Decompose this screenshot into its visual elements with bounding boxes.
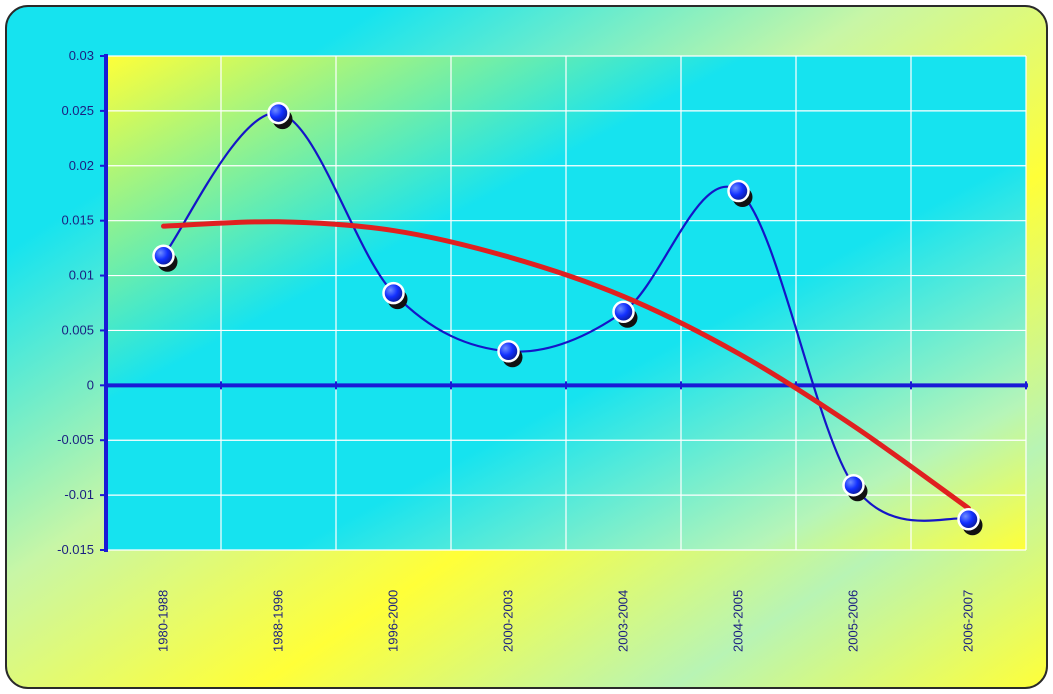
y-tick-label: 0.025 bbox=[61, 103, 94, 118]
y-tick-label: 0.02 bbox=[69, 158, 94, 173]
y-tick-label: 0.005 bbox=[61, 322, 94, 337]
data-point bbox=[957, 508, 980, 531]
data-point bbox=[842, 473, 865, 497]
series-layer bbox=[152, 101, 983, 536]
y-tick-label: 0 bbox=[87, 377, 94, 392]
x-tick-label: 2005-2006 bbox=[846, 590, 861, 652]
x-tick-label: 1980-1988 bbox=[156, 590, 171, 652]
x-axis-ticks: 1980-1988 1988-1996 1996-2000 2000-2003 2003… bbox=[156, 590, 976, 652]
x-tick-label: 2000-2003 bbox=[501, 590, 516, 652]
data-point bbox=[152, 244, 175, 268]
axes bbox=[100, 54, 1028, 552]
data-point bbox=[382, 281, 405, 305]
y-tick-label: 0.03 bbox=[69, 48, 94, 63]
data-point bbox=[497, 340, 520, 363]
x-tick-label: 2003-2004 bbox=[616, 590, 631, 652]
x-tick-label: 2004-2005 bbox=[731, 590, 746, 652]
data-point bbox=[727, 179, 750, 203]
x-tick-label: 2006-2007 bbox=[961, 590, 976, 652]
trendline bbox=[161, 219, 971, 511]
y-tick-label: 0.015 bbox=[61, 213, 94, 228]
y-axis-ticks: 0.03 0.025 0.02 0.015 0.01 0.005 0 -0.005 -0.01 -… bbox=[57, 48, 94, 557]
data-point bbox=[267, 101, 290, 125]
y-tick-label: -0.015 bbox=[57, 542, 94, 557]
data-point bbox=[612, 300, 635, 324]
y-tick-label: 0.01 bbox=[69, 268, 94, 283]
y-tick-label: -0.005 bbox=[57, 432, 94, 447]
x-tick-label: 1996-2000 bbox=[386, 590, 401, 652]
x-tick-label: 1988-1996 bbox=[271, 590, 286, 652]
y-tick-label: -0.01 bbox=[64, 487, 94, 502]
